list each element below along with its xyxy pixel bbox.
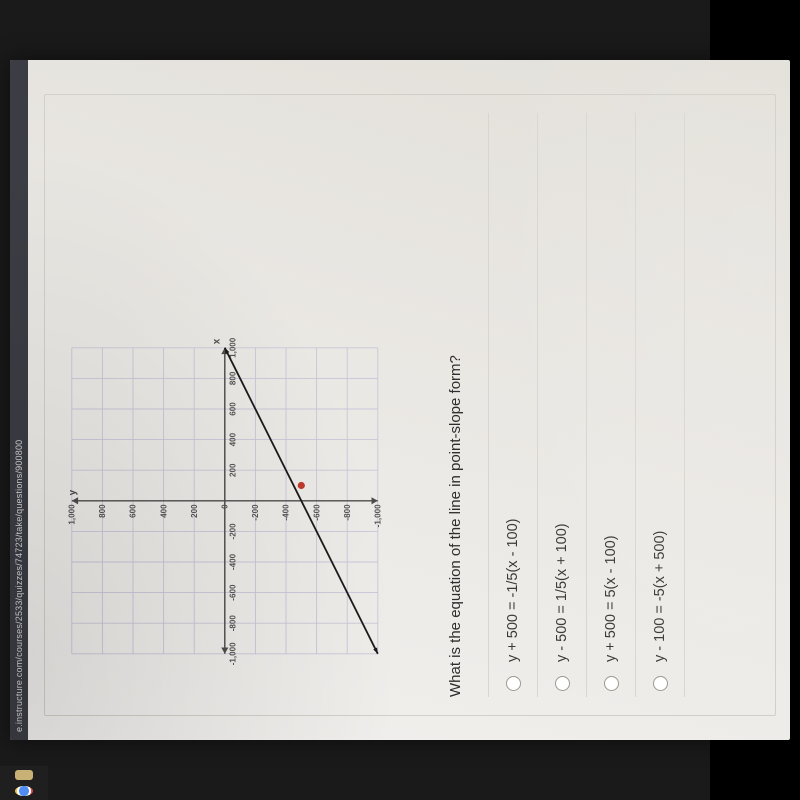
browser-url-text: e.instructure.com/courses/2533/quizzes/7… bbox=[14, 440, 24, 732]
svg-text:x: x bbox=[211, 338, 222, 344]
choice-label: y + 500 = -1/5(x - 100) bbox=[505, 519, 521, 662]
svg-text:-200: -200 bbox=[251, 504, 260, 521]
svg-text:-400: -400 bbox=[229, 553, 238, 570]
svg-text:600: 600 bbox=[129, 504, 138, 518]
question-prompt: What is the equation of the line in poin… bbox=[447, 113, 464, 697]
svg-text:-1,000: -1,000 bbox=[229, 642, 238, 665]
svg-text:1,000: 1,000 bbox=[68, 504, 77, 525]
choice-c[interactable]: y + 500 = 5(x - 100) bbox=[586, 113, 635, 697]
svg-text:y: y bbox=[67, 489, 78, 495]
answer-choices: y + 500 = -1/5(x - 100) y - 500 = 1/5(x … bbox=[488, 113, 685, 697]
photo-surface: e.instructure.com/courses/2533/quizzes/7… bbox=[0, 0, 800, 800]
radio-icon bbox=[653, 676, 668, 691]
radio-icon bbox=[506, 676, 521, 691]
svg-text:-200: -200 bbox=[229, 523, 238, 540]
svg-text:-800: -800 bbox=[343, 504, 352, 521]
svg-text:200: 200 bbox=[190, 504, 199, 518]
svg-text:-600: -600 bbox=[312, 504, 321, 521]
choice-b[interactable]: y - 500 = 1/5(x + 100) bbox=[537, 113, 586, 697]
choice-d[interactable]: y - 100 = -5(x + 500) bbox=[635, 113, 685, 697]
choice-a[interactable]: y + 500 = -1/5(x - 100) bbox=[488, 113, 537, 697]
svg-text:-800: -800 bbox=[229, 615, 238, 632]
taskbar-fragment bbox=[0, 766, 48, 800]
svg-text:-1,000: -1,000 bbox=[374, 504, 383, 527]
svg-text:0: 0 bbox=[221, 504, 230, 509]
page: e.instructure.com/courses/2533/quizzes/7… bbox=[10, 60, 790, 740]
line-chart: -1,000 -800 -600 -400 -200 200 400 600 800 1,000 -… bbox=[61, 337, 421, 697]
svg-text:400: 400 bbox=[229, 432, 238, 446]
radio-icon bbox=[604, 676, 619, 691]
chart-svg: -1,000 -800 -600 -400 -200 200 400 600 800 1,000 -… bbox=[61, 337, 421, 697]
svg-text:800: 800 bbox=[98, 504, 107, 518]
rotated-page-wrap: e.instructure.com/courses/2533/quizzes/7… bbox=[0, 0, 800, 800]
svg-text:800: 800 bbox=[229, 371, 238, 385]
choice-label: y + 500 = 5(x - 100) bbox=[603, 535, 619, 662]
choice-label: y - 500 = 1/5(x + 100) bbox=[554, 523, 570, 662]
svg-text:600: 600 bbox=[229, 402, 238, 416]
chrome-icon[interactable] bbox=[15, 786, 33, 796]
browser-url-bar: e.instructure.com/courses/2533/quizzes/7… bbox=[10, 60, 28, 740]
file-explorer-icon[interactable] bbox=[15, 770, 33, 780]
svg-text:400: 400 bbox=[159, 504, 168, 518]
svg-text:-600: -600 bbox=[229, 584, 238, 601]
svg-text:200: 200 bbox=[229, 463, 238, 477]
svg-text:-400: -400 bbox=[282, 504, 291, 521]
svg-text:1,000: 1,000 bbox=[229, 337, 238, 358]
question-card: -1,000 -800 -600 -400 -200 200 400 600 800 1,000 -… bbox=[44, 94, 776, 716]
radio-icon bbox=[555, 676, 570, 691]
choice-label: y - 100 = -5(x + 500) bbox=[652, 531, 668, 662]
